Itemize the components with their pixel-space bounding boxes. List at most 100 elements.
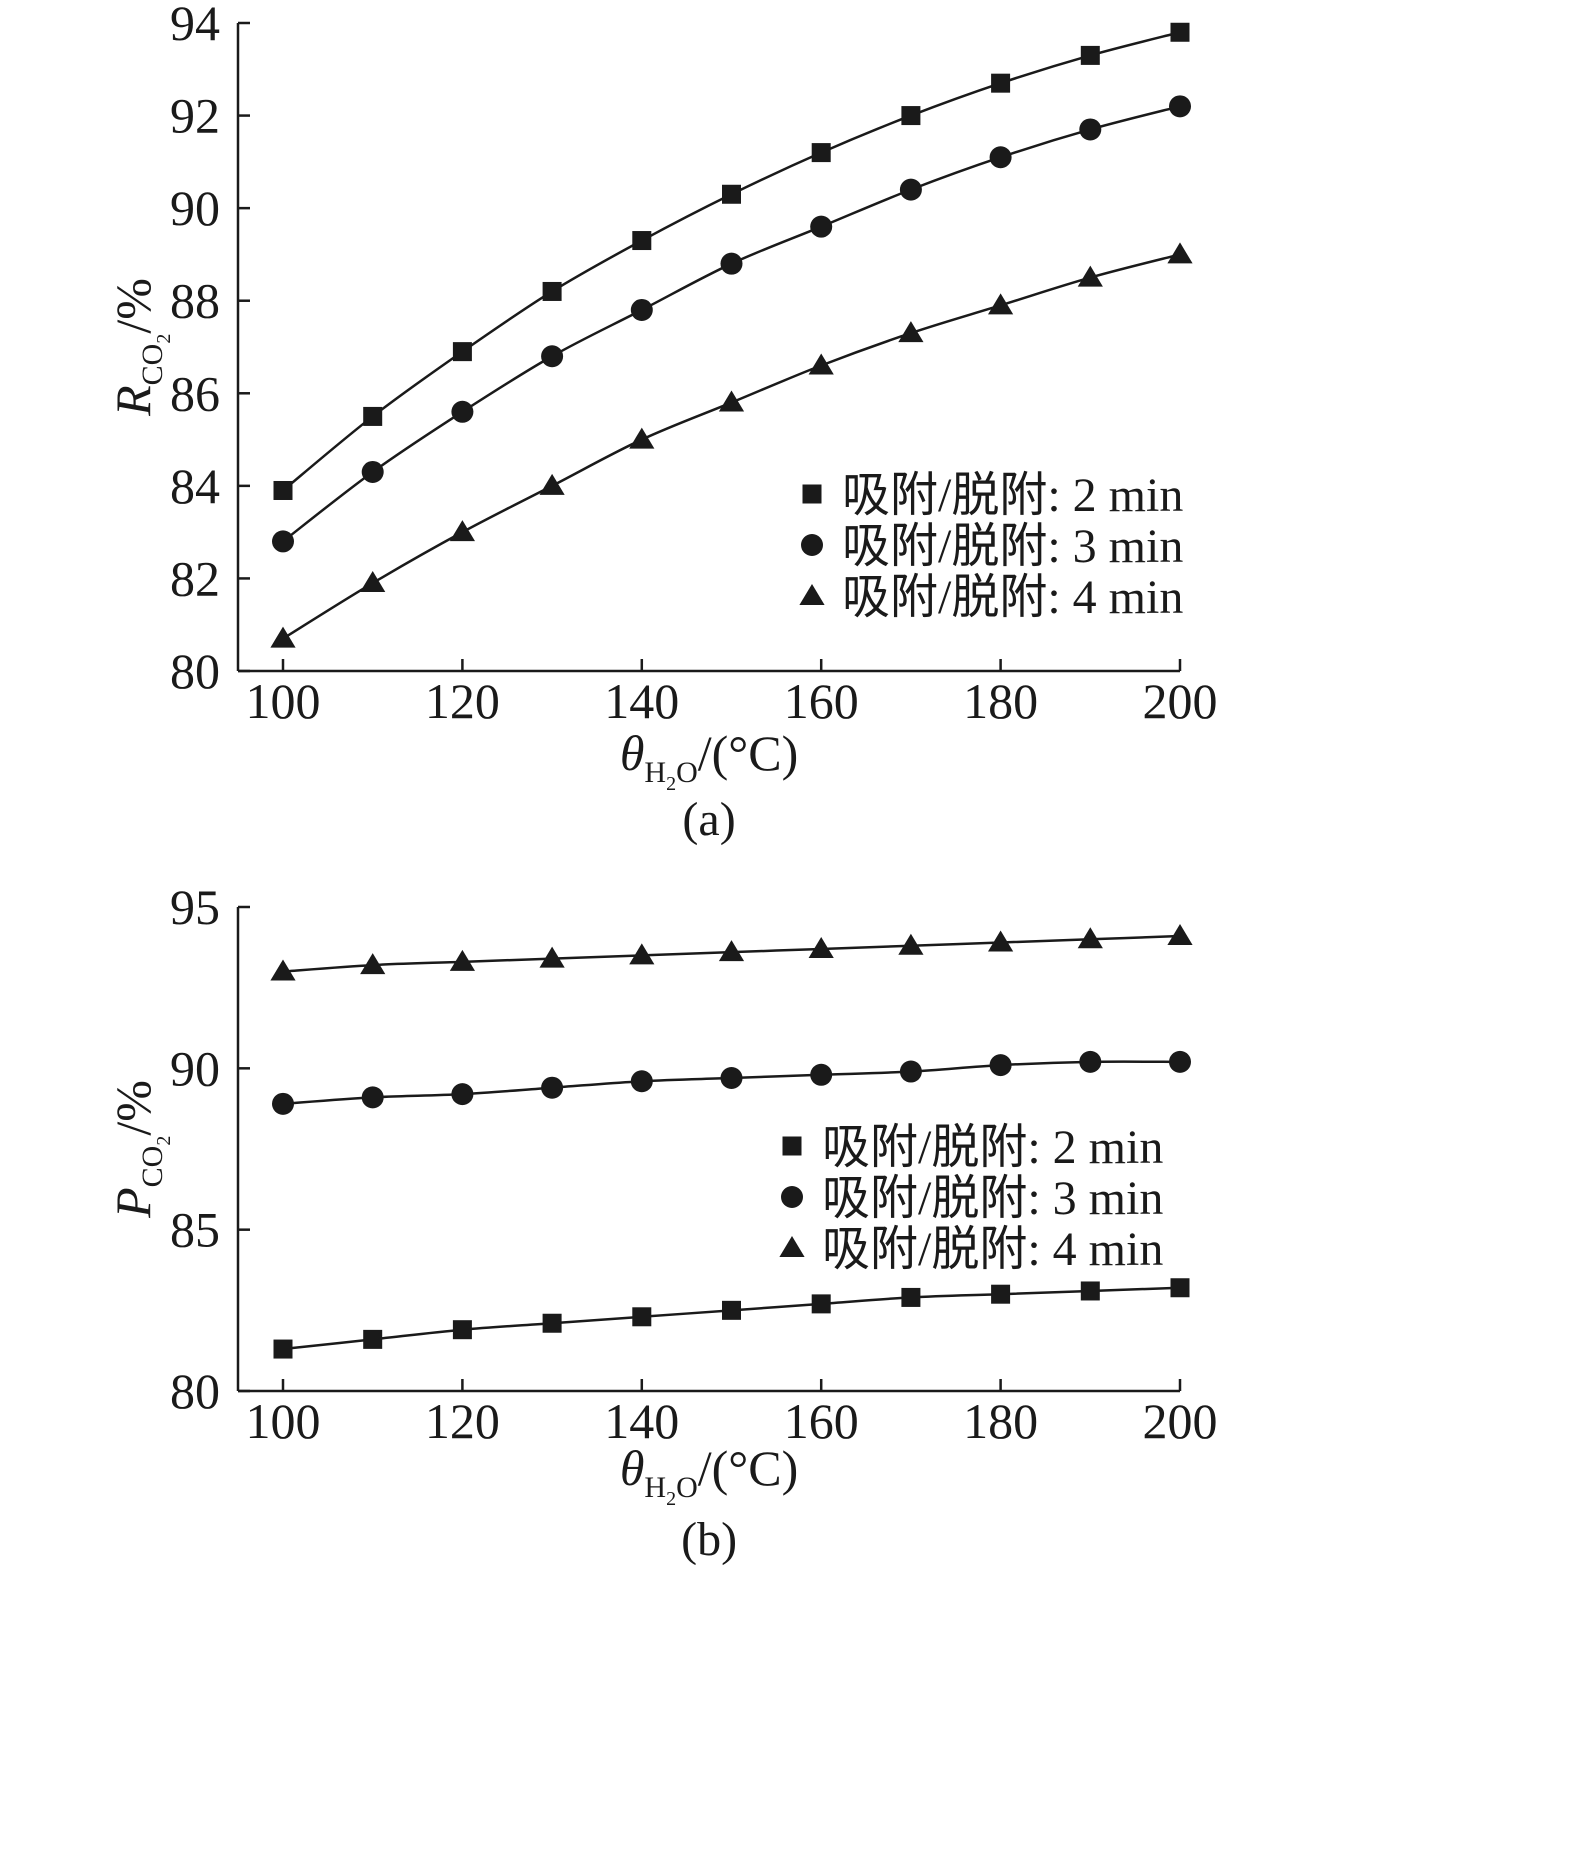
x-tick-label: 160 <box>784 673 859 729</box>
data-point-triangle <box>988 930 1014 952</box>
data-point-triangle <box>360 953 386 975</box>
data-point-triangle <box>449 520 475 542</box>
data-point-square <box>811 1294 831 1314</box>
y-tick-label: 90 <box>170 180 220 236</box>
x-tick-label: 100 <box>246 1393 321 1449</box>
series-triangle <box>270 242 1193 648</box>
series-circle <box>272 1050 1191 1115</box>
data-point-circle <box>451 400 474 423</box>
data-point-circle <box>810 215 833 238</box>
data-point-circle <box>899 178 922 201</box>
chart-panel-b: 80 85 90 95 100 120 140 160 180 200 θH2O/(°C) PCO2/… <box>105 879 1218 1566</box>
data-point-circle <box>720 1067 743 1090</box>
x-tick-label: 200 <box>1143 673 1218 729</box>
data-point-square <box>632 1307 652 1327</box>
legend-marker-triangle <box>799 584 825 605</box>
series-line <box>282 31 1181 492</box>
data-point-circle <box>361 460 384 483</box>
data-point-circle <box>1079 118 1102 141</box>
data-point-circle <box>630 1070 653 1093</box>
data-point-square <box>1080 45 1100 65</box>
data-point-circle <box>630 298 653 321</box>
data-point-square <box>452 1320 472 1340</box>
y-tick-label: 90 <box>170 1040 220 1096</box>
series-circle <box>272 95 1191 553</box>
series-square <box>273 22 1190 500</box>
data-point-triangle <box>898 321 924 343</box>
data-point-circle <box>541 345 564 368</box>
legend-label: 吸附/脱附: 3 min <box>842 520 1183 573</box>
x-tick-label: 160 <box>784 1393 859 1449</box>
data-point-square <box>632 231 652 251</box>
data-point-triangle <box>1077 927 1103 949</box>
data-point-circle <box>1169 1050 1191 1073</box>
data-point-triangle <box>629 427 655 449</box>
data-point-triangle <box>1077 265 1103 287</box>
y-tick-label: 80 <box>170 1363 220 1419</box>
data-point-circle <box>1079 1050 1102 1073</box>
panel-label: (b) <box>681 1513 737 1566</box>
data-point-triangle <box>270 626 296 648</box>
data-point-square <box>722 184 741 204</box>
legend-marker-triangle <box>779 1236 805 1257</box>
data-point-square <box>542 1313 562 1333</box>
x-tick-label: 140 <box>604 673 679 729</box>
series-line <box>282 105 1181 543</box>
data-point-square <box>1080 1281 1100 1301</box>
legend-label: 吸附/脱附: 4 min <box>822 1223 1163 1276</box>
data-point-square <box>901 106 921 126</box>
y-tick-label: 82 <box>170 550 220 606</box>
legend-marker-circle <box>801 534 823 556</box>
y-tick-label: 80 <box>170 643 220 699</box>
data-point-square <box>1170 22 1190 42</box>
data-point-circle <box>810 1063 833 1086</box>
data-point-triangle <box>629 943 655 965</box>
x-tick-label: 180 <box>963 1393 1038 1449</box>
data-point-square <box>901 1287 921 1307</box>
data-point-triangle <box>718 940 745 962</box>
data-point-square <box>273 480 293 500</box>
x-tick-label: 200 <box>1143 1393 1218 1449</box>
y-tick-label: 88 <box>170 273 220 329</box>
x-axis-label: θH2O/(°C) <box>620 725 798 795</box>
legend-label: 吸附/脱附: 2 min <box>822 1121 1163 1174</box>
x-tick-label: 120 <box>425 673 500 729</box>
data-point-circle <box>720 252 743 275</box>
data-point-square <box>1170 1278 1190 1298</box>
legend-marker-square <box>782 1136 802 1156</box>
data-point-triangle <box>1167 924 1193 946</box>
y-tick-label: 92 <box>170 88 220 144</box>
data-point-triangle <box>898 933 924 955</box>
data-point-circle <box>899 1060 922 1083</box>
data-point-triangle <box>539 946 565 968</box>
data-point-circle <box>451 1083 474 1106</box>
x-tick-label: 180 <box>963 673 1038 729</box>
data-point-circle <box>989 146 1012 169</box>
data-point-circle <box>272 1092 294 1115</box>
y-tick-label: 85 <box>170 1202 220 1258</box>
data-point-circle <box>361 1086 384 1109</box>
x-tick-label: 120 <box>425 1393 500 1449</box>
y-axis-label: PCO2/% <box>105 1080 175 1219</box>
y-tick-label: 95 <box>170 879 220 935</box>
y-tick-label: 86 <box>170 365 220 421</box>
x-tick-label: 140 <box>604 1393 679 1449</box>
data-point-triangle <box>808 353 834 375</box>
y-tick-label: 84 <box>170 458 220 514</box>
data-point-square <box>722 1300 741 1320</box>
x-axis-label: θH2O/(°C) <box>620 1440 798 1510</box>
legend-marker-circle <box>781 1186 803 1208</box>
data-point-circle <box>272 530 294 553</box>
data-point-square <box>991 73 1011 93</box>
series-triangle <box>270 924 1193 981</box>
data-point-triangle <box>270 959 296 981</box>
legend-label: 吸附/脱附: 2 min <box>842 469 1183 522</box>
data-point-triangle <box>988 293 1014 315</box>
data-point-circle <box>541 1076 564 1099</box>
data-point-square <box>363 1329 383 1349</box>
y-tick-label: 94 <box>170 0 220 51</box>
data-point-square <box>273 1339 293 1359</box>
data-point-square <box>991 1284 1011 1304</box>
